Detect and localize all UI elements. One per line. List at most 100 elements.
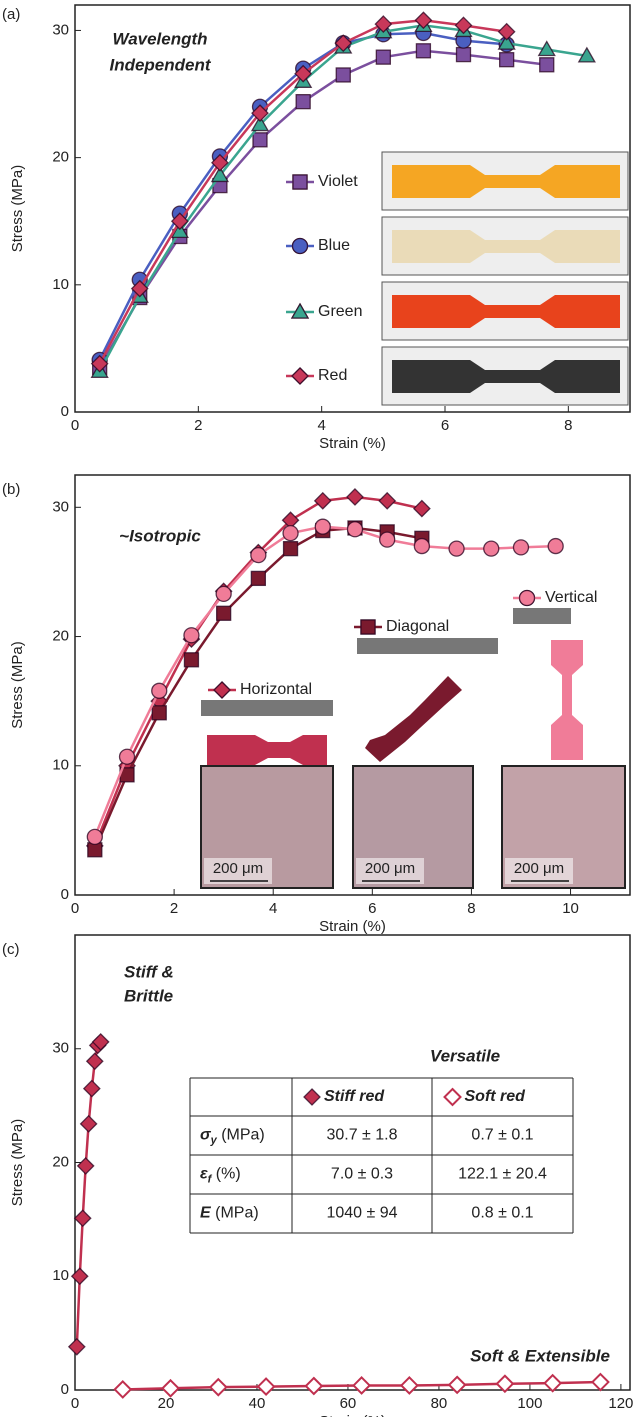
- x-tick-label: 10: [562, 900, 579, 917]
- marker: [537, 40, 556, 57]
- table-cell: 7.0 ± 0.3: [331, 1166, 393, 1183]
- x-tick-label: 100: [517, 1395, 542, 1412]
- x-axis-label: Strain (%): [319, 1413, 386, 1417]
- x-tick-label: 0: [71, 417, 79, 434]
- marker: [447, 1375, 467, 1395]
- marker: [73, 1209, 92, 1228]
- plot-frame: [74, 4, 631, 413]
- scale-label: 200 μm: [365, 860, 415, 877]
- marker: [70, 1267, 89, 1286]
- x-tick-label: 20: [158, 1395, 175, 1412]
- marker: [499, 52, 515, 68]
- annotation: Soft & Extensible: [470, 1346, 610, 1365]
- marker: [85, 1052, 104, 1071]
- marker: [352, 1376, 372, 1395]
- marker: [161, 1378, 180, 1398]
- annotation: ~Isotropic: [119, 526, 201, 545]
- y-tick-label: 20: [52, 1153, 69, 1170]
- marker: [282, 525, 299, 542]
- marker: [291, 237, 309, 255]
- x-tick-label: 40: [249, 1395, 266, 1412]
- marker: [314, 518, 331, 535]
- x-tick-label: 4: [317, 417, 325, 434]
- marker: [412, 499, 431, 518]
- annotation: Wavelength: [112, 29, 207, 48]
- marker: [313, 491, 332, 510]
- specimen: [392, 165, 620, 198]
- legend-label: Red: [318, 367, 347, 384]
- x-tick-label: 60: [340, 1395, 357, 1412]
- marker: [304, 1376, 324, 1396]
- marker: [512, 539, 530, 556]
- marker: [76, 1156, 95, 1175]
- marker: [251, 104, 269, 123]
- y-tick-label: 20: [52, 149, 69, 166]
- marker: [79, 1114, 98, 1133]
- symbol: σ: [200, 1127, 212, 1144]
- marker: [130, 279, 149, 298]
- marker: [591, 1372, 610, 1392]
- marker: [67, 1337, 86, 1356]
- marker: [208, 1377, 228, 1397]
- y-tick-label: 10: [52, 276, 69, 293]
- table-row-label: εf (%): [200, 1166, 241, 1186]
- marker: [113, 1380, 133, 1399]
- print-head: [201, 700, 333, 716]
- marker: [346, 488, 364, 506]
- y-tick-label: 30: [52, 21, 69, 38]
- marker: [250, 570, 266, 587]
- symbol: ε: [200, 1166, 208, 1183]
- annotation: Brittle: [124, 986, 173, 1005]
- x-tick-label: 0: [71, 900, 79, 917]
- marker: [294, 64, 313, 83]
- marker: [183, 652, 200, 668]
- table-title: Versatile: [430, 1046, 500, 1065]
- scale-label: 200 μm: [213, 860, 263, 877]
- legend-label: Diagonal: [386, 618, 449, 635]
- marker: [118, 748, 136, 765]
- panel-label: (b): [2, 481, 20, 498]
- marker: [82, 1079, 101, 1098]
- x-tick-label: 0: [71, 1395, 79, 1412]
- marker: [303, 1088, 321, 1106]
- panel-label: (a): [2, 6, 20, 23]
- table-header: Soft red: [465, 1088, 527, 1105]
- annotation: Stiff &: [124, 962, 174, 981]
- unit: (MPa): [211, 1205, 259, 1222]
- marker: [213, 681, 231, 699]
- table-cell: 0.7 ± 0.1: [471, 1127, 533, 1144]
- y-tick-label: 30: [52, 1040, 69, 1057]
- y-tick-label: 0: [61, 1381, 69, 1398]
- legend-label: Blue: [318, 237, 350, 254]
- marker: [151, 705, 167, 721]
- y-tick-label: 20: [52, 628, 69, 645]
- y-tick-label: 10: [52, 1267, 69, 1284]
- marker: [335, 67, 351, 83]
- marker: [543, 1373, 563, 1393]
- decorations: [200, 151, 629, 889]
- marker: [443, 1087, 462, 1107]
- marker: [414, 11, 433, 30]
- print-head: [357, 638, 498, 654]
- x-tick-label: 2: [194, 417, 202, 434]
- marker: [374, 15, 393, 33]
- x-axis-label: Strain (%): [319, 918, 386, 935]
- marker: [483, 540, 500, 557]
- marker: [86, 828, 103, 845]
- marker: [291, 367, 309, 385]
- table-cell: 1040 ± 94: [326, 1205, 397, 1222]
- table-row-label: σy (MPa): [200, 1127, 265, 1147]
- x-tick-label: 6: [368, 900, 376, 917]
- marker: [495, 1374, 515, 1394]
- legend-label: Violet: [318, 173, 358, 190]
- specimen: [365, 676, 462, 762]
- specimen: [392, 295, 620, 328]
- specimen: [392, 230, 620, 263]
- marker: [375, 49, 391, 65]
- subscript: y: [210, 1134, 218, 1146]
- marker: [448, 540, 465, 557]
- x-tick-label: 2: [170, 900, 178, 917]
- table-cell: 122.1 ± 20.4: [458, 1166, 547, 1183]
